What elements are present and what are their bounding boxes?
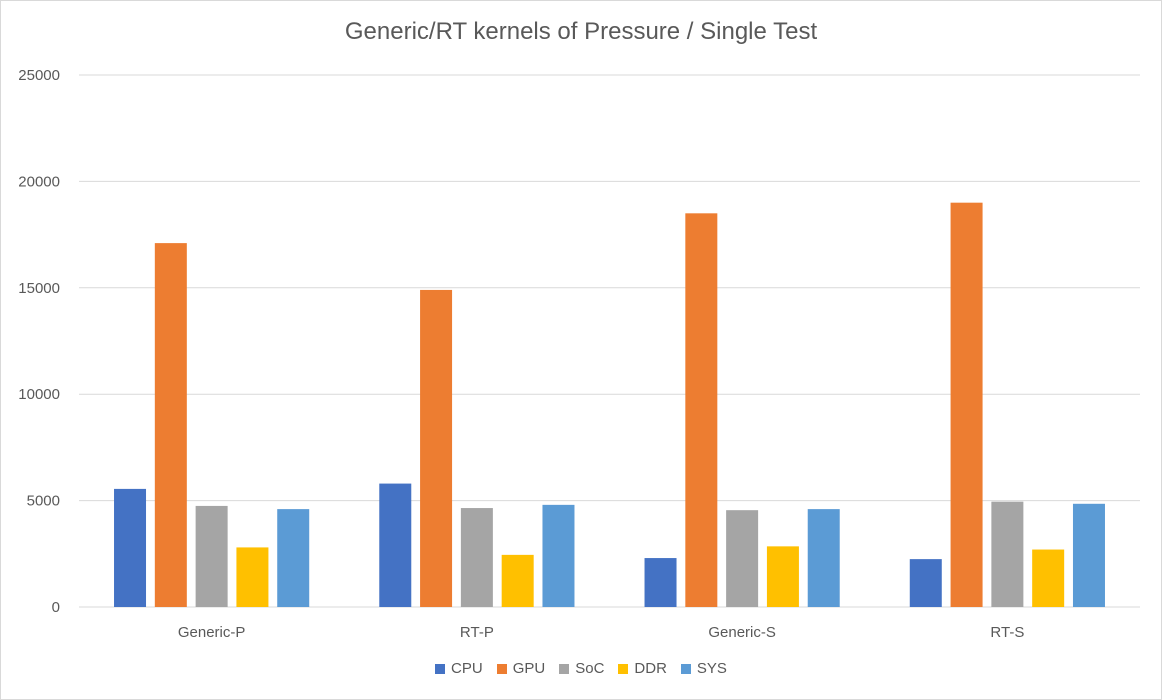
chart-title: Generic/RT kernels of Pressure / Single …	[344, 18, 818, 45]
bar-gpu-generic-s	[685, 213, 718, 607]
legend-swatch	[618, 663, 629, 674]
legend-label: GPU	[512, 660, 546, 677]
legend-label: SYS	[696, 660, 727, 677]
bar-ddr-rt-p	[501, 554, 534, 607]
bars	[114, 202, 1105, 607]
bar-soc-generic-p	[195, 505, 228, 607]
legend-label: SoC	[575, 660, 605, 677]
bar-soc-generic-s	[726, 510, 759, 607]
bar-sys-rt-p	[542, 504, 575, 607]
y-tick-label: 0	[52, 599, 60, 616]
legend-swatch	[680, 663, 691, 674]
bar-cpu-generic-s	[644, 558, 677, 607]
x-category-label: Generic-S	[708, 624, 776, 641]
bar-ddr-generic-s	[766, 546, 799, 607]
legend-item-gpu: GPU	[496, 660, 546, 677]
bar-gpu-rt-p	[420, 289, 453, 607]
y-tick-label: 20000	[18, 173, 60, 190]
bar-ddr-generic-p	[236, 547, 269, 607]
legend-item-ddr: DDR	[618, 660, 667, 677]
y-tick-label: 25000	[18, 67, 60, 84]
y-axis-ticks: 0 5000 10000 15000 20000 25000	[18, 67, 60, 616]
y-tick-label: 5000	[27, 493, 60, 510]
bar-cpu-rt-p	[379, 483, 412, 607]
bar-cpu-rt-s	[909, 559, 942, 607]
bar-gpu-rt-s	[950, 202, 983, 607]
x-category-label: Generic-P	[178, 624, 246, 641]
y-tick-label: 10000	[18, 386, 60, 403]
legend-label: CPU	[451, 660, 483, 677]
x-axis-categories: Generic-P RT-P Generic-S RT-S	[178, 624, 1024, 641]
x-category-label: RT-P	[460, 624, 494, 641]
bar-gpu-generic-p	[154, 243, 187, 607]
bar-cpu-generic-p	[114, 488, 147, 607]
bar-ddr-rt-s	[1032, 549, 1065, 607]
bar-sys-rt-s	[1072, 503, 1105, 607]
bar-soc-rt-p	[460, 508, 493, 607]
legend-item-soc: SoC	[559, 660, 604, 677]
legend-item-sys: SYS	[680, 660, 727, 677]
y-tick-label: 15000	[18, 280, 60, 297]
legend-swatch	[559, 663, 570, 674]
legend-swatch	[435, 663, 446, 674]
legend: CPU GPU SoC DDR SYS	[0, 660, 1162, 677]
legend-swatch	[496, 663, 507, 674]
bar-sys-generic-p	[277, 509, 310, 607]
x-category-label: RT-S	[990, 624, 1024, 641]
bar-soc-rt-s	[991, 501, 1024, 607]
bar-sys-generic-s	[807, 509, 840, 607]
legend-item-cpu: CPU	[435, 660, 483, 677]
legend-label: DDR	[634, 660, 667, 677]
